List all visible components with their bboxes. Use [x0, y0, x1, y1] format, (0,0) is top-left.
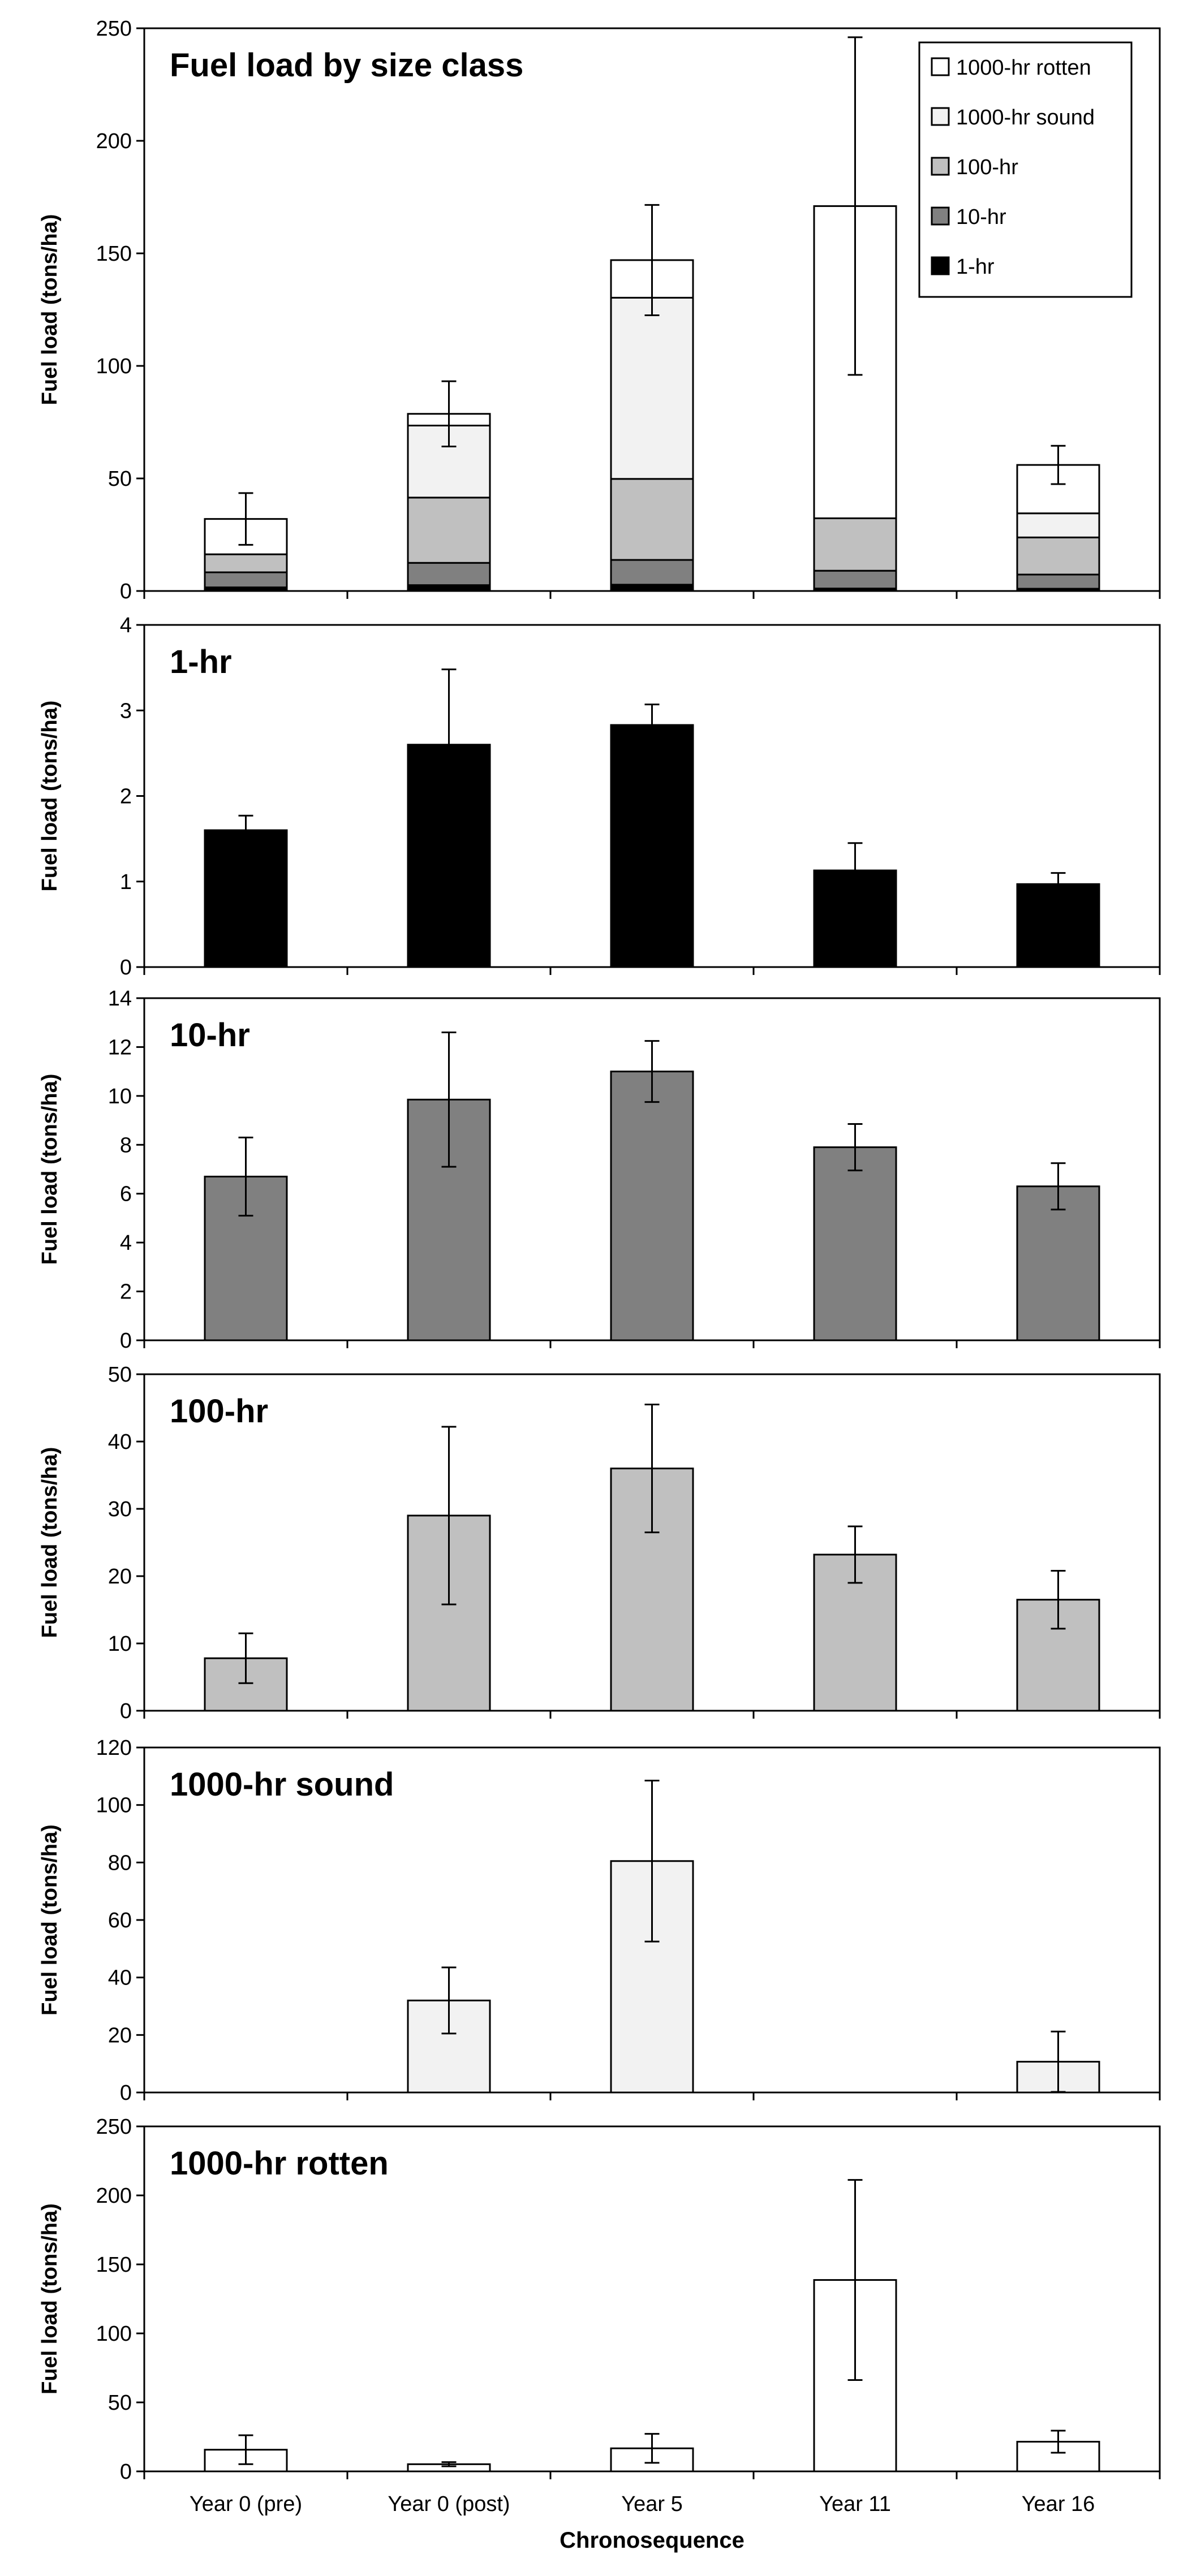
bar [407, 1999, 491, 2094]
x-tick-label: Year 0 (post) [388, 2492, 510, 2516]
y-tick-label: 60 [108, 1909, 132, 1932]
y-tick-label: 4 [120, 614, 132, 637]
y-tick-label: 0 [120, 1329, 132, 1353]
bar-segment-10-hr [407, 562, 491, 586]
legend [918, 41, 1133, 298]
y-tick-label: 20 [108, 1565, 132, 1589]
legend-label-1-hr: 1-hr [956, 255, 995, 279]
bar-segment-100-hr [1016, 536, 1100, 576]
legend-swatch-100-hr [931, 157, 950, 176]
bar [610, 1071, 694, 1341]
y-tick-label: 10 [108, 1085, 132, 1108]
legend-swatch-1-hr [931, 256, 950, 275]
bar-segment-10-hr [813, 569, 897, 590]
bar [204, 829, 288, 968]
y-tick-label: 50 [108, 467, 132, 491]
y-tick-label: 10 [108, 1632, 132, 1656]
y-tick-label: 6 [120, 1183, 132, 1206]
bar [610, 724, 694, 968]
y-tick-label: 120 [96, 1736, 132, 1760]
chart-panel-4: 0 10 20 30 40 50 Fuel load (tons/ha) 100-hr [38, 1363, 1161, 1723]
bar-segment-100-hr [813, 517, 897, 572]
chart-panel-5: 0 20 40 60 80 100 120 Fuel load (tons/ha) 1000-h… [38, 1736, 1161, 2105]
y-tick-label: 250 [96, 17, 132, 41]
y-axis-title: Fuel load (tons/ha) [38, 701, 62, 892]
y-tick-label: 12 [108, 1035, 132, 1059]
y-tick-label: 20 [108, 2023, 132, 2047]
y-axis-title: Fuel load (tons/ha) [38, 1074, 62, 1265]
bar-segment-1000-hr-sound [610, 296, 694, 480]
x-axis-title: Chronosequence [560, 2528, 745, 2553]
panel-title: 100-hr [170, 1393, 268, 1430]
panel-title: 1000-hr rotten [170, 2145, 389, 2182]
y-tick-label: 1 [120, 870, 132, 894]
panel-title: 1-hr [170, 644, 232, 680]
chart-panel-3: 0 2 4 6 8 10 12 14 Fuel load (tons/ha) 10-hr [38, 987, 1161, 1353]
bar-segment-100-hr [610, 478, 694, 561]
y-axis-title: Fuel load (tons/ha) [38, 1447, 62, 1638]
chart-panel-6: 0 50 100 150 200 250 Fuel load (tons/ha) 1000-h… [38, 2115, 1161, 2553]
bar [813, 1146, 897, 1341]
bar-segment-10-hr [610, 559, 694, 586]
y-tick-label: 0 [120, 2081, 132, 2105]
legend-swatch-1000-hr-sound [931, 107, 950, 126]
legend-swatch-10-hr [931, 206, 950, 226]
y-tick-label: 0 [120, 956, 132, 980]
panel-title: Fuel load by size class [170, 47, 523, 84]
y-tick-label: 8 [120, 1133, 132, 1157]
y-tick-label: 150 [96, 2253, 132, 2277]
x-tick-label: Year 5 [621, 2492, 682, 2516]
y-tick-label: 200 [96, 2184, 132, 2208]
y-tick-label: 2 [120, 1280, 132, 1304]
y-axis-title: Fuel load (tons/ha) [38, 1824, 62, 2016]
bar-segment-10-hr [204, 571, 288, 589]
x-tick-label: Year 16 [1022, 2492, 1095, 2516]
y-tick-label: 50 [108, 1363, 132, 1387]
y-tick-label: 100 [96, 2322, 132, 2346]
y-axis-title: Fuel load (tons/ha) [38, 2203, 62, 2394]
panel-title: 10-hr [170, 1017, 250, 1054]
y-tick-label: 0 [120, 580, 132, 603]
x-tick-label: Year 0 (pre) [190, 2492, 302, 2516]
bar-segment-100-hr [407, 497, 491, 564]
bar-segment-100-hr [204, 553, 288, 573]
y-tick-label: 2 [120, 785, 132, 809]
bar-segment-1000-hr-sound [1016, 512, 1100, 538]
y-tick-label: 80 [108, 1851, 132, 1875]
y-tick-label: 40 [108, 1966, 132, 1990]
y-tick-label: 100 [96, 1794, 132, 1818]
chart-panel-1: 0 50 100 150 200 250 Fuel load (tons/ha) Fuel l… [38, 17, 1161, 603]
legend-swatch-1000-hr-rotten [931, 57, 950, 76]
y-axis-title: Fuel load (tons/ha) [38, 214, 62, 405]
bar-segment-10-hr [1016, 573, 1100, 590]
y-tick-label: 30 [108, 1498, 132, 1521]
panel-title: 1000-hr sound [170, 1766, 394, 1803]
y-tick-label: 0 [120, 1699, 132, 1723]
legend-label-1000-hr-rotten: 1000-hr rotten [956, 56, 1091, 80]
y-tick-label: 100 [96, 355, 132, 378]
bar-segment-1-hr [407, 584, 491, 592]
y-tick-label: 4 [120, 1231, 132, 1255]
y-tick-label: 40 [108, 1430, 132, 1454]
bar [1016, 883, 1100, 968]
y-tick-label: 250 [96, 2115, 132, 2139]
y-tick-label: 50 [108, 2391, 132, 2415]
y-tick-label: 150 [96, 242, 132, 266]
y-tick-label: 200 [96, 130, 132, 153]
y-tick-label: 3 [120, 699, 132, 723]
bar [1016, 2441, 1100, 2473]
chart-panel-2: 0 1 2 3 4 Fuel load (tons/ha) 1-hr [38, 614, 1161, 980]
bar [407, 1514, 491, 1712]
legend-label-1000-hr-sound: 1000-hr sound [956, 106, 1095, 130]
y-tick-label: 0 [120, 2460, 132, 2484]
x-tick-label: Year 11 [819, 2492, 891, 2516]
legend-label-100-hr: 100-hr [956, 156, 1018, 179]
legend-label-10-hr: 10-hr [956, 205, 1006, 229]
y-tick-label: 14 [108, 987, 132, 1011]
bar-segment-1-hr [610, 584, 694, 592]
